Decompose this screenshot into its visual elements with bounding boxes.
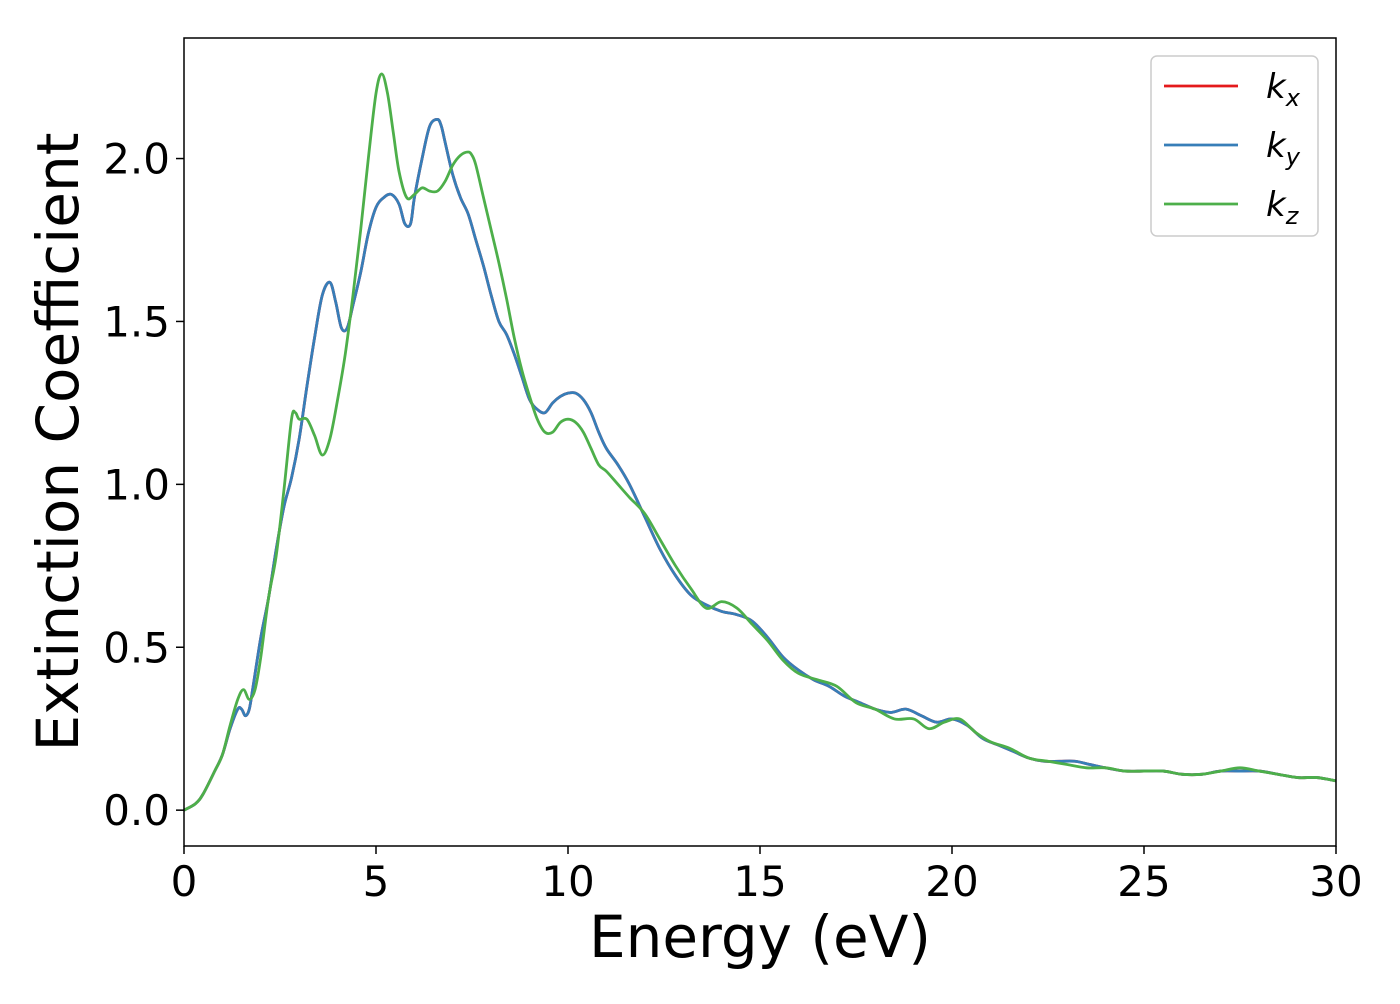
series-layer: [183, 72, 1337, 812]
y-tick-label: 1.0: [103, 460, 170, 509]
x-tick-label: 25: [1117, 857, 1170, 906]
y-tick-label: 0.5: [103, 623, 170, 672]
x-tick-label: 10: [541, 857, 594, 906]
y-axis: 0.0 0.5 1.0 1.5 2.0: [103, 135, 184, 835]
legend-label-kz: kz: [1266, 185, 1300, 230]
series-line-kz: [183, 72, 1337, 812]
x-tick-label: 20: [925, 857, 978, 906]
y-tick-label: 0.0: [103, 786, 170, 835]
y-tick-label: 2.0: [103, 135, 170, 184]
legend-label-kx: kx: [1266, 67, 1301, 112]
legend-label-ky: ky: [1266, 126, 1301, 171]
x-tick-label: 5: [363, 857, 390, 906]
x-axis-title: Energy (eV): [589, 903, 931, 971]
x-tick-label: 0: [171, 857, 198, 906]
y-tick-label: 1.5: [103, 297, 170, 346]
x-tick-label: 30: [1309, 857, 1362, 906]
legend: kx ky kz: [1150, 55, 1319, 237]
y-axis-title: Extinction Coefficient: [24, 133, 92, 752]
x-tick-label: 15: [733, 857, 786, 906]
x-axis: 0 5 10 15 20 25 30: [171, 846, 1363, 906]
